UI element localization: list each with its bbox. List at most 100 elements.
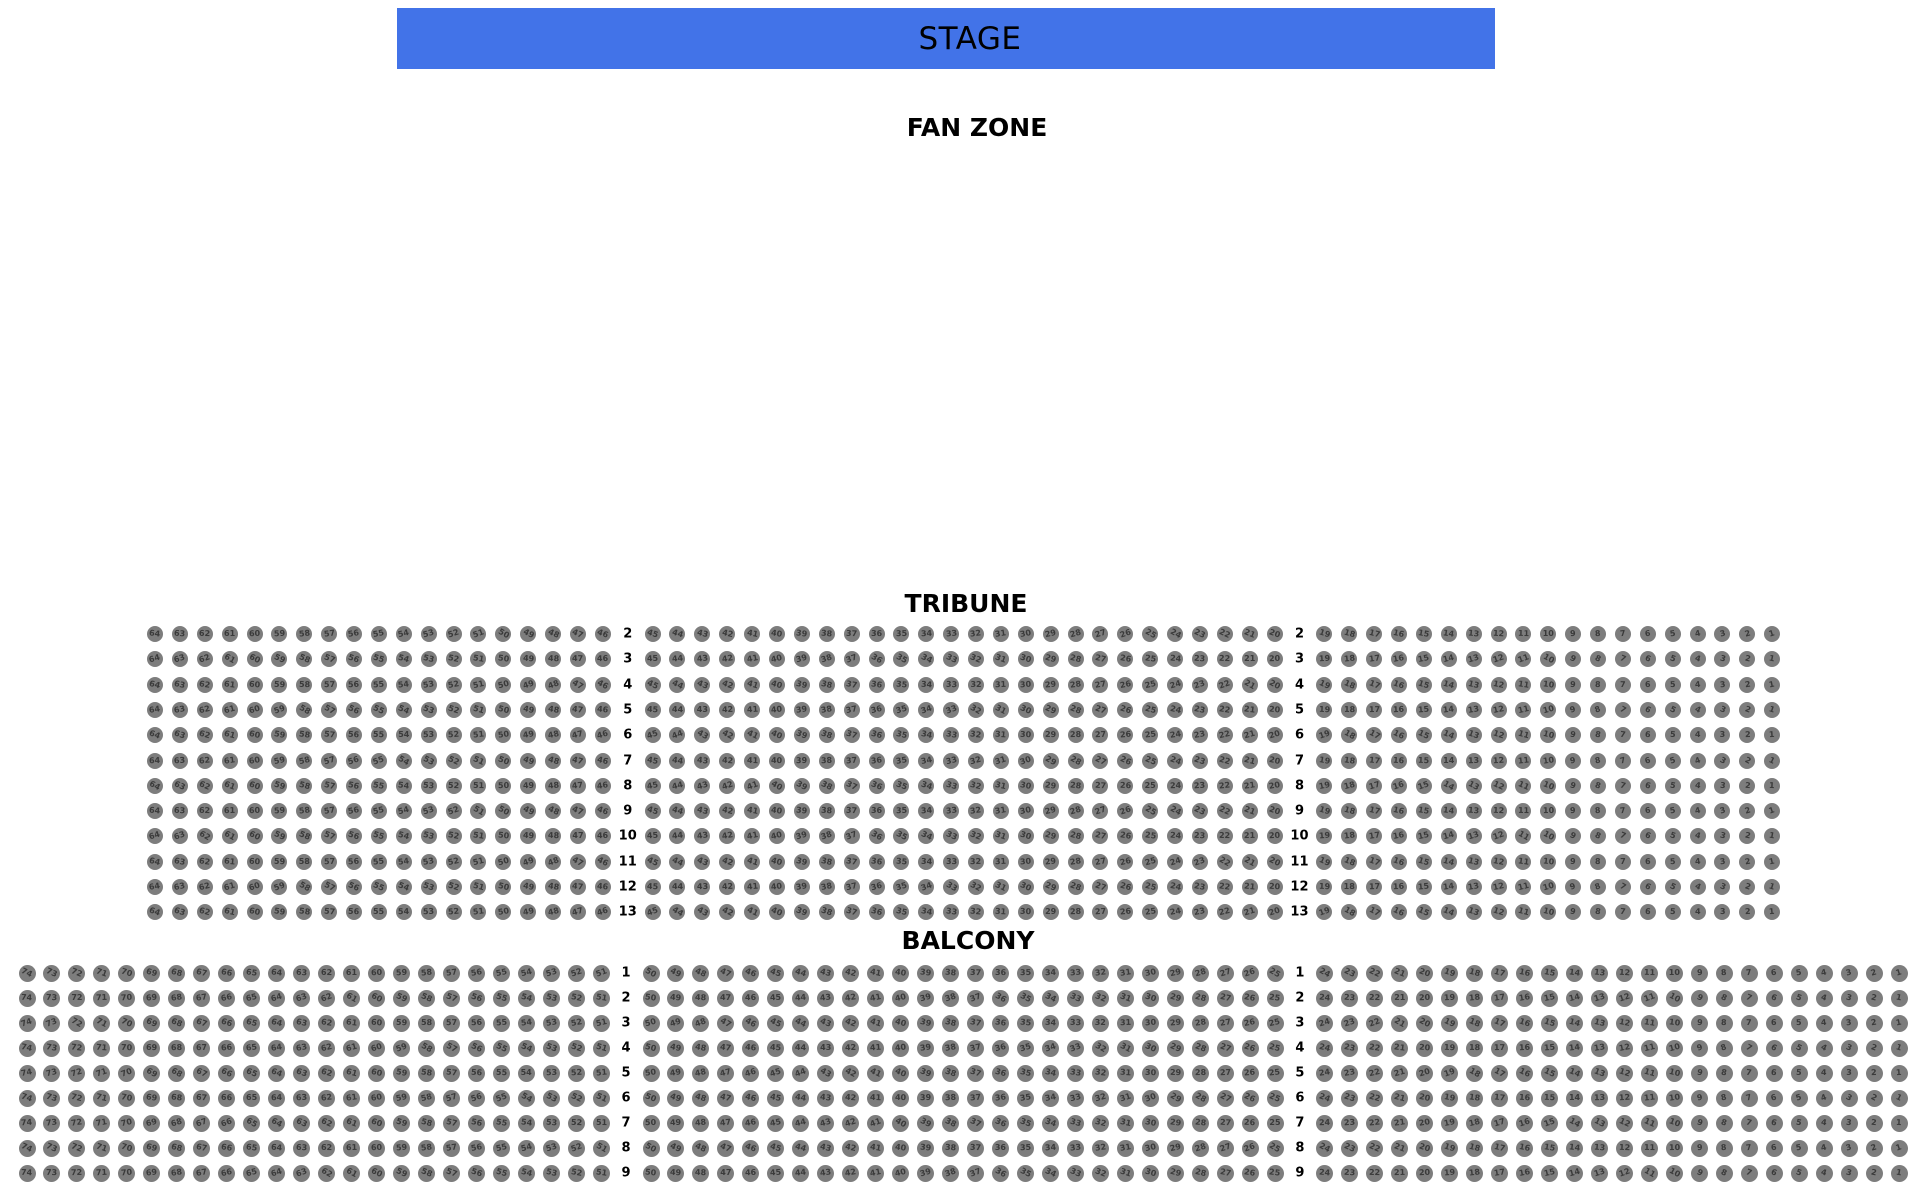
seat[interactable]: 67 [193, 1039, 211, 1057]
seat[interactable]: 62 [196, 777, 213, 794]
seat[interactable]: 46 [594, 853, 611, 870]
seat[interactable]: 47 [717, 1114, 735, 1132]
seat[interactable]: 39 [917, 1139, 935, 1157]
seat[interactable]: 25 [1142, 828, 1159, 845]
seat[interactable]: 20 [1416, 989, 1434, 1007]
seat[interactable]: 61 [221, 803, 238, 820]
seat[interactable]: 52 [445, 727, 462, 744]
seat[interactable]: 21 [1241, 752, 1258, 769]
seat[interactable]: 19 [1441, 1114, 1459, 1132]
seat[interactable]: 42 [719, 651, 736, 668]
seat[interactable]: 63 [293, 1114, 311, 1132]
seat[interactable]: 45 [767, 1089, 785, 1107]
seat[interactable]: 2 [1865, 1014, 1883, 1032]
seat[interactable]: 33 [943, 701, 960, 718]
seat[interactable]: 34 [1041, 989, 1059, 1007]
seat[interactable]: 19 [1441, 1064, 1459, 1082]
seat[interactable]: 25 [1266, 1114, 1284, 1132]
seat[interactable]: 43 [817, 1139, 835, 1157]
seat[interactable]: 24 [1316, 1064, 1334, 1082]
seat[interactable]: 33 [1066, 1164, 1084, 1182]
seat[interactable]: 26 [1117, 676, 1134, 693]
seat[interactable]: 21 [1391, 1089, 1409, 1107]
seat[interactable]: 36 [868, 853, 885, 870]
seat[interactable]: 21 [1241, 727, 1258, 744]
seat[interactable]: 44 [669, 853, 686, 870]
seat[interactable]: 19 [1316, 853, 1333, 870]
seat[interactable]: 35 [893, 626, 910, 642]
seat[interactable]: 54 [395, 626, 412, 642]
seat[interactable]: 68 [168, 1139, 186, 1157]
seat[interactable]: 67 [193, 1114, 211, 1132]
seat[interactable]: 10 [1540, 879, 1557, 895]
seat[interactable]: 20 [1266, 904, 1283, 921]
seat[interactable]: 63 [171, 676, 188, 693]
seat[interactable]: 32 [968, 828, 985, 845]
seat[interactable]: 73 [43, 964, 61, 982]
seat[interactable]: 54 [517, 1039, 535, 1057]
seat[interactable]: 38 [818, 828, 835, 845]
seat[interactable]: 45 [644, 853, 661, 870]
seat[interactable]: 41 [744, 701, 761, 718]
seat[interactable]: 14 [1440, 701, 1457, 718]
seat[interactable]: 7 [1740, 989, 1758, 1007]
seat[interactable]: 35 [893, 727, 910, 744]
seat[interactable]: 62 [196, 651, 213, 668]
seat[interactable]: 39 [917, 1089, 935, 1107]
seat[interactable]: 1 [1890, 1139, 1908, 1157]
seat[interactable]: 65 [243, 1064, 261, 1082]
seat[interactable]: 26 [1117, 651, 1134, 668]
seat[interactable]: 4 [1689, 879, 1706, 895]
seat[interactable]: 28 [1067, 853, 1084, 870]
seat[interactable]: 66 [218, 989, 236, 1007]
seat[interactable]: 8 [1715, 1014, 1733, 1032]
seat[interactable]: 31 [992, 828, 1009, 845]
seat[interactable]: 43 [694, 626, 711, 642]
seat[interactable]: 15 [1541, 1014, 1559, 1032]
seat[interactable]: 50 [495, 651, 512, 668]
seat[interactable]: 59 [392, 1164, 410, 1182]
seat[interactable]: 48 [545, 803, 562, 820]
seat[interactable]: 34 [1041, 1164, 1059, 1182]
seat[interactable]: 20 [1266, 651, 1283, 668]
seat[interactable]: 44 [792, 964, 810, 982]
seat[interactable]: 35 [1016, 964, 1034, 982]
seat[interactable]: 8 [1715, 964, 1733, 982]
seat[interactable]: 43 [694, 651, 711, 668]
seat[interactable]: 26 [1117, 701, 1134, 718]
seat[interactable]: 42 [719, 752, 736, 769]
seat[interactable]: 55 [370, 676, 387, 693]
seat[interactable]: 51 [470, 626, 487, 642]
seat[interactable]: 35 [1016, 1114, 1034, 1132]
seat[interactable]: 40 [892, 989, 910, 1007]
seat[interactable]: 5 [1664, 727, 1681, 744]
seat[interactable]: 30 [1141, 1164, 1159, 1182]
seat[interactable]: 33 [943, 879, 960, 895]
seat[interactable]: 6 [1639, 727, 1656, 744]
seat[interactable]: 58 [296, 879, 313, 895]
seat[interactable]: 18 [1341, 651, 1358, 668]
seat[interactable]: 64 [147, 651, 163, 668]
seat[interactable]: 41 [744, 904, 761, 921]
seat[interactable]: 43 [694, 879, 711, 895]
seat[interactable]: 56 [467, 1139, 485, 1157]
seat[interactable]: 32 [1091, 1114, 1109, 1132]
seat[interactable]: 3 [1840, 989, 1858, 1007]
seat[interactable]: 45 [644, 752, 661, 769]
seat[interactable]: 21 [1241, 853, 1258, 870]
seat[interactable]: 7 [1614, 904, 1631, 921]
seat[interactable]: 65 [243, 1089, 261, 1107]
seat[interactable]: 26 [1241, 1064, 1259, 1082]
seat[interactable]: 23 [1341, 1114, 1359, 1132]
seat[interactable]: 3 [1840, 1164, 1858, 1182]
seat[interactable]: 44 [669, 777, 686, 794]
seat[interactable]: 17 [1366, 752, 1383, 769]
seat[interactable]: 3 [1840, 1114, 1858, 1132]
seat[interactable]: 16 [1516, 1064, 1534, 1082]
seat[interactable]: 47 [569, 676, 586, 693]
seat[interactable]: 68 [168, 1039, 186, 1057]
seat[interactable]: 15 [1541, 1164, 1559, 1182]
seat[interactable]: 54 [395, 879, 412, 895]
seat[interactable]: 8 [1715, 1064, 1733, 1082]
seat[interactable]: 58 [296, 701, 313, 718]
